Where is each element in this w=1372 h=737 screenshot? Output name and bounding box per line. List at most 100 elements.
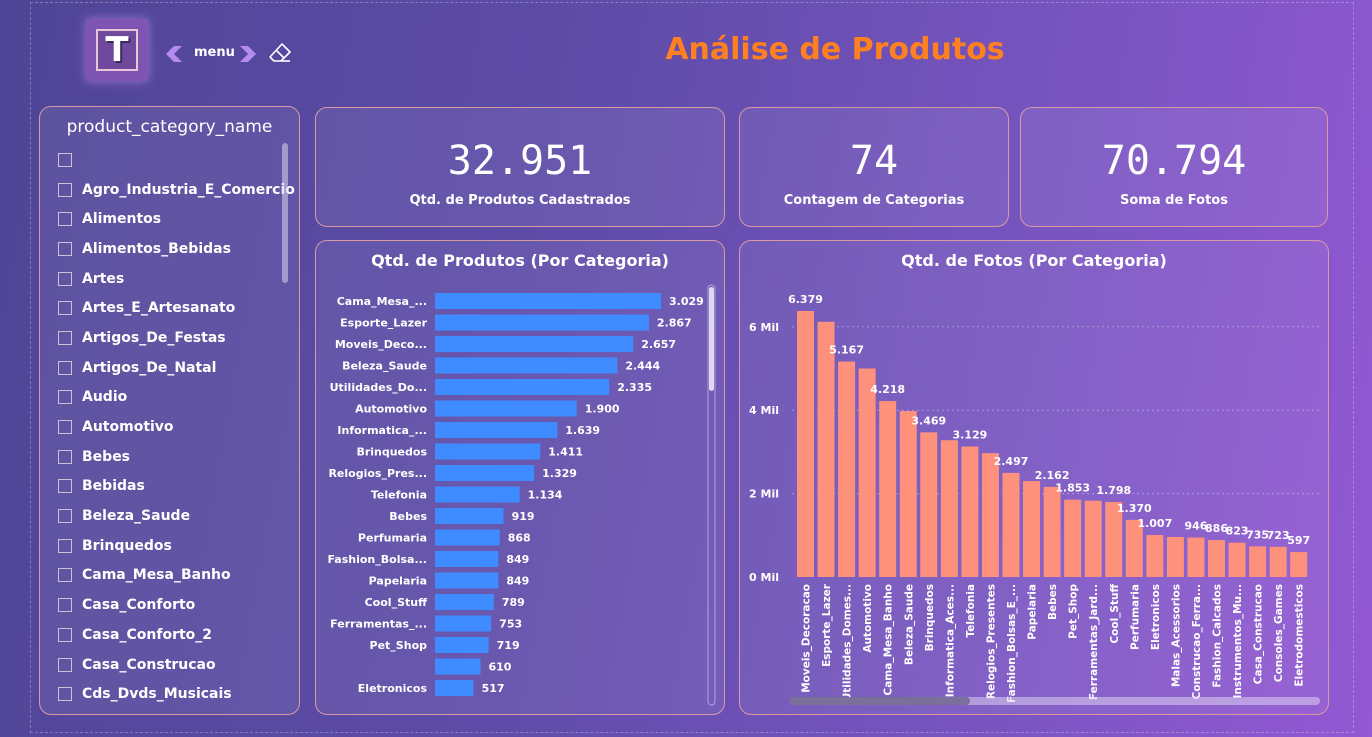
menu-label[interactable]: menu — [194, 45, 235, 60]
slicer-checkbox[interactable] — [58, 687, 72, 702]
bar[interactable] — [1166, 536, 1184, 577]
bar[interactable] — [435, 486, 520, 503]
slicer-item[interactable]: Bebes — [58, 442, 295, 472]
bar[interactable] — [1249, 546, 1267, 577]
slicer-checkbox[interactable] — [58, 420, 72, 435]
bar[interactable] — [1043, 486, 1061, 577]
bar[interactable] — [1023, 481, 1041, 577]
slicer-item[interactable]: Artigos_De_Festas — [58, 323, 295, 353]
bar[interactable] — [1105, 502, 1123, 577]
bar[interactable] — [435, 594, 494, 610]
slicer-item[interactable]: Alimentos_Bebidas — [58, 234, 295, 264]
bar[interactable] — [435, 443, 541, 460]
bar[interactable] — [435, 336, 634, 352]
slicer-checkbox[interactable] — [58, 538, 72, 553]
kpi-card-fotos: 70.794 Soma de Fotos — [1020, 107, 1328, 227]
bar[interactable] — [1290, 552, 1308, 577]
slicer-item[interactable]: Bebidas — [58, 472, 295, 502]
slicer-checkbox[interactable] — [58, 568, 72, 583]
bar[interactable] — [435, 615, 492, 632]
slicer-item[interactable]: Automotivo — [58, 412, 295, 442]
scroll-thumb[interactable] — [709, 287, 714, 391]
slicer-item[interactable]: Beleza_Saude — [58, 501, 295, 531]
y-tick-label: 2 Mil — [749, 488, 779, 501]
bar[interactable] — [838, 361, 856, 577]
slicer-checkbox[interactable] — [58, 301, 72, 316]
h-scroll-thumb[interactable] — [790, 697, 970, 705]
slicer-checkbox[interactable] — [58, 479, 72, 494]
bar[interactable] — [435, 379, 610, 395]
bar[interactable] — [435, 465, 535, 481]
data-label: 597 — [1287, 534, 1310, 547]
slicer-checkbox[interactable] — [58, 657, 72, 672]
bar[interactable] — [1146, 535, 1164, 577]
slicer-checkbox[interactable] — [58, 627, 72, 642]
bar[interactable] — [1208, 540, 1225, 577]
slicer-list: Agro_Industria_E_Comercio Alimentos Alimen… — [58, 145, 295, 709]
slicer-checkbox[interactable] — [58, 598, 72, 613]
chevron-right-icon[interactable] — [238, 44, 258, 64]
bar[interactable] — [435, 422, 558, 438]
bar[interactable] — [435, 400, 577, 417]
bar[interactable] — [1228, 542, 1246, 577]
slicer-item[interactable]: Artes_E_Artesanato — [58, 293, 295, 323]
slicer-item[interactable]: Artes — [58, 264, 295, 294]
bar[interactable] — [435, 293, 661, 309]
slicer-checkbox[interactable] — [58, 212, 72, 227]
slicer-item[interactable]: Agro_Industria_E_Comercio — [58, 175, 295, 205]
bar[interactable] — [1084, 500, 1102, 577]
bar[interactable] — [961, 446, 979, 577]
slicer-item[interactable]: Alimentos — [58, 204, 295, 234]
bar[interactable] — [435, 508, 504, 524]
slicer-item[interactable]: Cama_Mesa_Banho — [58, 561, 295, 591]
slicer-item[interactable] — [58, 145, 295, 175]
bar[interactable] — [435, 357, 618, 374]
bar[interactable] — [1187, 537, 1205, 577]
scroll-track[interactable] — [707, 284, 716, 706]
bar[interactable] — [435, 529, 500, 546]
slicer-checkbox[interactable] — [58, 152, 72, 167]
bar[interactable] — [1125, 519, 1143, 577]
slicer-checkbox[interactable] — [58, 449, 72, 464]
slicer-item[interactable]: Casa_Conforto — [58, 590, 295, 620]
bar[interactable] — [817, 321, 835, 577]
bar[interactable] — [879, 401, 897, 577]
bar[interactable] — [435, 572, 499, 589]
slicer-checkbox[interactable] — [58, 182, 72, 197]
slicer-item[interactable]: Casa_Conforto_2 — [58, 620, 295, 650]
slicer-item[interactable]: Cds_Dvds_Musicais — [58, 679, 295, 709]
slicer-checkbox[interactable] — [58, 509, 72, 524]
bar[interactable] — [1064, 499, 1082, 577]
slicer-scrollbar[interactable] — [282, 143, 288, 283]
slicer-checkbox[interactable] — [58, 330, 72, 345]
bar[interactable] — [435, 314, 649, 331]
bar[interactable] — [435, 658, 481, 675]
slicer-item[interactable]: Casa_Construcao — [58, 650, 295, 680]
slicer-item[interactable]: Brinquedos — [58, 531, 295, 561]
category-label: Malas_Acessorios — [1170, 584, 1182, 687]
bar[interactable] — [435, 551, 499, 567]
data-label: 1.329 — [542, 467, 577, 480]
data-label: 2.162 — [1035, 469, 1070, 482]
bar[interactable] — [920, 432, 938, 577]
logo-letter: T — [96, 29, 138, 71]
bar[interactable] — [435, 637, 489, 653]
category-label: Eletronicos — [1150, 584, 1162, 650]
bar[interactable] — [940, 440, 958, 577]
slicer-item[interactable]: Artigos_De_Natal — [58, 353, 295, 383]
bar[interactable] — [858, 368, 876, 577]
bar[interactable] — [981, 453, 999, 577]
chevron-left-icon[interactable] — [164, 44, 184, 64]
bar[interactable] — [1002, 472, 1020, 577]
slicer-checkbox[interactable] — [58, 360, 72, 375]
eraser-icon[interactable] — [268, 41, 292, 65]
bar[interactable] — [797, 311, 814, 577]
bar[interactable] — [899, 411, 917, 577]
slicer-checkbox[interactable] — [58, 241, 72, 256]
bar[interactable] — [1269, 546, 1287, 577]
category-label: Eletrodomesticos — [1294, 584, 1306, 687]
slicer-checkbox[interactable] — [58, 271, 72, 286]
bar[interactable] — [435, 680, 474, 696]
slicer-item[interactable]: Audio — [58, 383, 295, 413]
slicer-checkbox[interactable] — [58, 390, 72, 405]
